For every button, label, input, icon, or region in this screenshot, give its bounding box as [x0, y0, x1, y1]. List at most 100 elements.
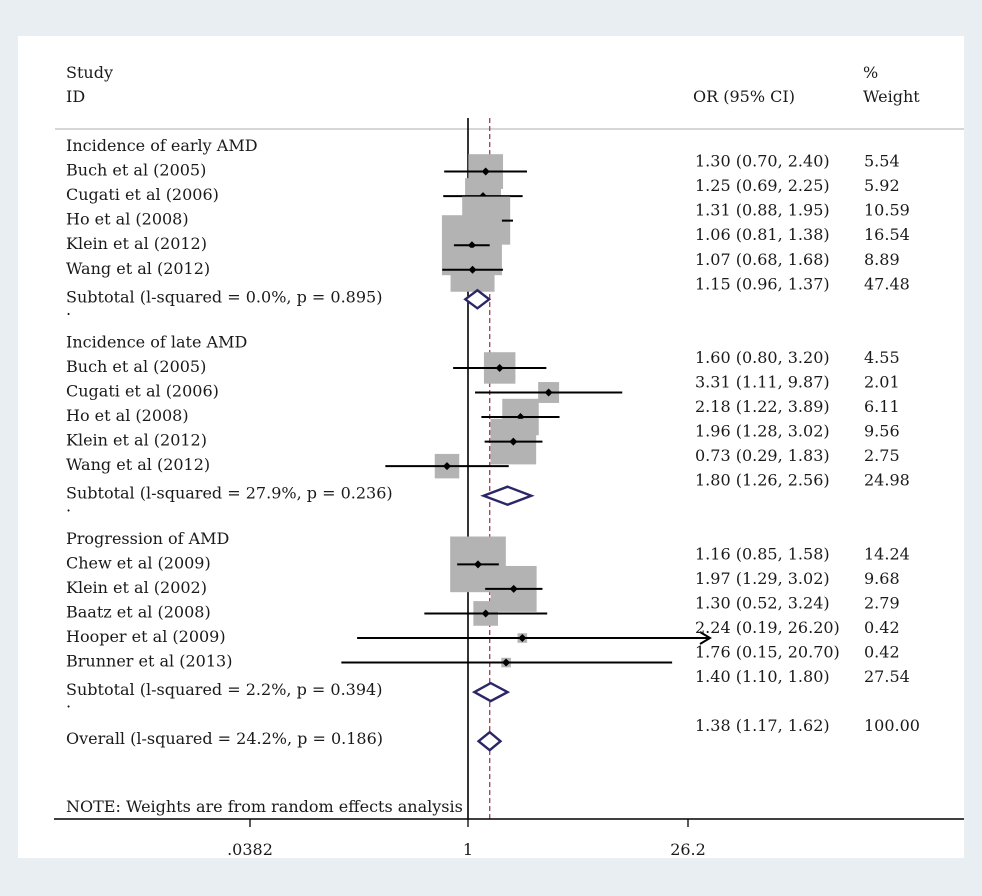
- or-ci-text: 0.73 (0.29, 1.83): [695, 446, 830, 465]
- row-study: Wang et al (2012) 1.07 (0.68, 1.68) 8.89: [66, 247, 900, 292]
- or-ci-text: 1.96 (1.28, 3.02): [695, 422, 830, 441]
- weight-text: 9.56: [864, 422, 900, 441]
- summary-diamond: [476, 730, 503, 752]
- study-label: Klein et al (2012): [66, 431, 207, 450]
- or-ci-text: 1.31 (0.88, 1.95): [695, 201, 830, 220]
- weight-text: 14.24: [864, 544, 910, 563]
- x-axis: .0382 1 26.2: [54, 818, 964, 858]
- x-tick-label: 26.2: [670, 840, 706, 858]
- or-ci-text: 1.40 (1.10, 1.80): [695, 667, 830, 686]
- weight-text: 5.54: [864, 152, 900, 171]
- study-label: Ho et al (2008): [66, 210, 189, 229]
- row-study: Hooper et al (2009) 2.24 (0.19, 26.20) 0.4…: [66, 618, 900, 646]
- weight-text: 2.75: [864, 446, 900, 465]
- row-study: Cugati et al (2006) 1.25 (0.69, 2.25) 5.92: [66, 176, 900, 215]
- subtotal-label: Subtotal (l-squared = 2.2%, p = 0.394): [66, 680, 382, 699]
- row-group: Incidence of late AMD: [66, 332, 247, 351]
- summary-diamond: [463, 288, 492, 310]
- row-study: Klein et al (2012) 1.96 (1.28, 3.02) 9.56: [66, 418, 900, 465]
- point-estimate: [442, 462, 451, 471]
- point-estimate: [468, 265, 477, 274]
- row-subtotal: Overall (l-squared = 24.2%, p = 0.186) 1.…: [66, 716, 920, 752]
- weight-text: 10.59: [864, 201, 910, 220]
- point-estimate: [481, 167, 490, 176]
- weight-text: 4.55: [864, 348, 900, 367]
- point-estimate: [509, 584, 518, 593]
- row-group: Progression of AMD: [66, 529, 229, 548]
- or-ci-text: 1.06 (0.81, 1.38): [695, 225, 830, 244]
- dot-label: .: [66, 300, 71, 319]
- row-subtotal: Subtotal (l-squared = 27.9%, p = 0.236) 1…: [66, 471, 910, 506]
- x-tick-label: .0382: [227, 840, 273, 858]
- subtotal-label: Subtotal (l-squared = 0.0%, p = 0.895): [66, 287, 382, 306]
- header-id: ID: [66, 87, 85, 106]
- note: NOTE: Weights are from random effects an…: [66, 797, 463, 816]
- or-ci-text: 1.25 (0.69, 2.25): [695, 176, 830, 195]
- weight-text: 5.92: [864, 176, 900, 195]
- point-estimate: [544, 388, 553, 397]
- or-ci-text: 1.60 (0.80, 3.20): [695, 348, 830, 367]
- study-label: Klein et al (2002): [66, 578, 207, 597]
- weight-text: 47.48: [864, 274, 910, 293]
- dot-label: .: [66, 693, 71, 712]
- point-estimate: [467, 241, 476, 250]
- or-ci-text: 2.24 (0.19, 26.20): [695, 618, 840, 637]
- header-weight: Weight: [863, 87, 920, 106]
- weight-text: 6.11: [864, 397, 900, 416]
- point-estimate: [502, 658, 511, 667]
- point-estimate: [495, 363, 504, 372]
- group-label: Incidence of early AMD: [66, 136, 258, 155]
- weight-text: 27.54: [864, 667, 910, 686]
- point-estimate: [509, 437, 518, 446]
- row-study: Baatz et al (2008) 1.30 (0.52, 3.24) 2.79: [66, 593, 900, 626]
- study-label: Wang et al (2012): [66, 259, 210, 278]
- or-ci-text: 1.76 (0.15, 20.70): [695, 643, 840, 662]
- study-label: Cugati et al (2006): [66, 382, 219, 401]
- or-ci-text: 1.30 (0.70, 2.40): [695, 152, 830, 171]
- ci-arrow: [699, 631, 712, 645]
- row-study: Klein et al (2002) 1.97 (1.29, 3.02) 9.68: [66, 565, 900, 612]
- weight-text: 2.01: [864, 373, 900, 392]
- study-label: Wang et al (2012): [66, 455, 210, 474]
- row-dot: .: [66, 693, 71, 712]
- rows: Incidence of early AMD Buch et al (2005) 1…: [66, 118, 920, 819]
- group-label: Incidence of late AMD: [66, 332, 247, 351]
- or-ci-text: 3.31 (1.11, 9.87): [695, 373, 830, 392]
- row-study: Chew et al (2009) 1.16 (0.85, 1.58) 14.24: [66, 536, 910, 593]
- or-ci-text: 1.80 (1.26, 2.56): [695, 471, 830, 490]
- row-dot: .: [66, 300, 71, 319]
- point-estimate: [473, 560, 482, 569]
- x-tick-label: 1: [463, 840, 473, 858]
- summary-diamond: [471, 681, 511, 703]
- weight-text: 100.00: [864, 716, 920, 735]
- study-label: Klein et al (2012): [66, 234, 207, 253]
- header-effect: OR (95% CI): [693, 87, 795, 106]
- or-ci-text: 1.16 (0.85, 1.58): [695, 544, 830, 563]
- weight-text: 8.89: [864, 250, 900, 269]
- point-estimate: [518, 634, 527, 642]
- row-study: Buch et al (2005) 1.60 (0.80, 3.20) 4.55: [66, 348, 900, 384]
- or-ci-text: 1.07 (0.68, 1.68): [695, 250, 830, 269]
- row-study: Wang et al (2012) 0.73 (0.29, 1.83) 2.75: [66, 446, 900, 479]
- study-label: Baatz et al (2008): [66, 602, 211, 621]
- weight-text: 9.68: [864, 569, 900, 588]
- study-label: Buch et al (2005): [66, 161, 206, 180]
- row-group: Incidence of early AMD: [66, 136, 258, 155]
- study-label: Cugati et al (2006): [66, 185, 219, 204]
- weight-text: 0.42: [864, 643, 900, 662]
- or-ci-text: 1.15 (0.96, 1.37): [695, 274, 830, 293]
- point-estimate: [481, 609, 490, 618]
- study-label: Ho et al (2008): [66, 406, 189, 425]
- study-label: Brunner et al (2013): [66, 652, 232, 671]
- weight-text: 2.79: [864, 593, 900, 612]
- or-ci-text: 1.38 (1.17, 1.62): [695, 716, 830, 735]
- subtotal-label: Overall (l-squared = 24.2%, p = 0.186): [66, 729, 383, 748]
- group-label: Progression of AMD: [66, 529, 229, 548]
- row-subtotal: Subtotal (l-squared = 0.0%, p = 0.895) 1.…: [66, 274, 910, 310]
- row-subtotal: Subtotal (l-squared = 2.2%, p = 0.394) 1.…: [66, 667, 910, 703]
- or-ci-text: 2.18 (1.22, 3.89): [695, 397, 830, 416]
- header: Study ID OR (95% CI) % Weight: [66, 63, 920, 106]
- summary-diamond: [480, 485, 535, 506]
- weight-text: 0.42: [864, 618, 900, 637]
- header-percent: %: [863, 63, 878, 82]
